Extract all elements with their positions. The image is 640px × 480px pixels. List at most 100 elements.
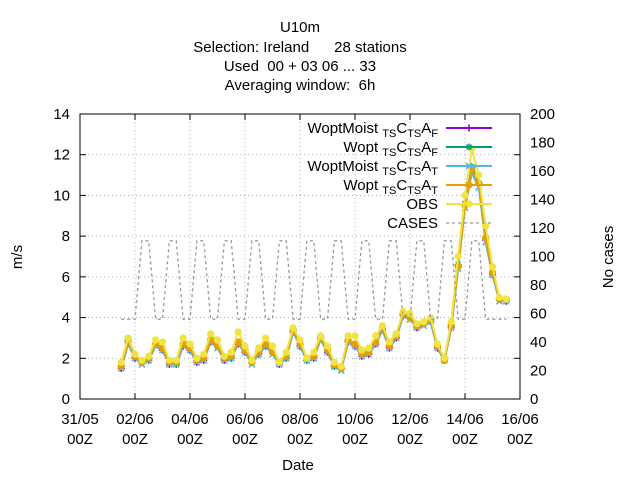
y2-tick-label: 60 [530,306,547,323]
data-point [200,350,208,358]
data-point [282,348,290,356]
y-tick-label: 0 [62,391,70,408]
x-tick-label-time: 00Z [177,431,203,448]
y2-tick-label: 80 [530,277,547,294]
data-point [461,191,469,200]
series-woptmoist-ts-cts-at [117,169,510,375]
data-point [186,340,194,348]
data-point [475,171,483,179]
x-tick-label-date: 08/06 [281,411,319,428]
x-tick-label-date: 06/06 [226,411,264,428]
data-point [227,348,235,356]
y-tick-label: 10 [53,187,70,204]
title-line-4: Averaging window: 6h [225,77,376,94]
data-point [344,332,352,340]
data-point [179,334,187,342]
data-point [220,352,228,360]
x-tick-label-time: 00Z [122,431,148,448]
data-point [433,340,442,348]
x-tick-label-time: 00Z [232,431,258,448]
data-point [303,354,311,362]
y2-tick-label: 100 [530,249,555,266]
data-point [351,340,359,348]
chart-title: U10m Selection: Ireland 28 stations Used… [193,19,406,94]
y2-tick-label: 200 [530,106,555,123]
legend-label: Wopt TSCTSAF [343,139,438,159]
x-tick-label-time: 00Z [507,431,533,448]
legend-label: WoptMoist TSCTSAF [308,120,439,140]
y-tick-label: 8 [62,228,70,245]
legend-entry: WoptMoist TSCTSAT [308,158,492,178]
y-tick-label: 14 [53,106,70,123]
x-tick-label-date: 16/06 [501,411,539,428]
series-wopt-ts-cts-af [117,163,510,372]
series-woptmoist-ts-cts-af [117,167,510,372]
data-point [241,342,249,350]
y2-tick-label: 180 [530,135,555,152]
data-point [495,293,503,301]
series-cases [121,240,507,320]
x-tick-label-date: 31/05 [61,411,99,428]
data-point [296,336,304,344]
y-axis-label: m/s [9,245,26,269]
legend-entry: CASES [387,215,492,232]
y2-tick-label: 140 [530,192,555,209]
data-point [447,318,455,326]
data-point [317,332,325,340]
data-point [158,338,167,346]
series-obs [117,145,510,371]
data-point [365,344,373,352]
title-line-2: Selection: Ireland 28 stations [193,39,406,56]
legend-label: Wopt TSCTSAT [343,177,438,197]
legend-label: OBS [406,196,438,213]
x-tick-label-time: 00Z [397,431,423,448]
x-tick-label-date: 14/06 [446,411,484,428]
data-point [420,318,428,326]
y-tick-label: 12 [53,147,70,164]
x-tick-label-time: 00Z [67,431,93,448]
data-point [131,350,139,358]
data-point [275,358,283,366]
x-tick-label-time: 00Z [342,431,368,448]
data-point [440,354,448,362]
series-line [120,148,507,368]
legend-entry: Wopt TSCTSAT [343,177,492,197]
data-point [262,334,270,342]
data-point [289,324,297,332]
data-point [465,143,473,151]
data-point [399,307,407,316]
data-point [358,346,366,354]
data-point [117,358,125,366]
x-axis-label: Date [282,457,314,474]
title-line-3: Used 00 + 03 06 ... 33 [224,58,376,75]
data-point [482,222,490,230]
data-point [330,358,338,366]
data-point [207,330,215,338]
data-point [454,252,462,261]
data-point [310,348,318,356]
y-tick-label: 6 [62,269,70,286]
x-tick-label-date: 12/06 [391,411,429,428]
y2-axis-label: No cases [600,226,617,289]
y2-tick-label: 0 [530,391,538,408]
y-tick-label: 2 [62,350,70,367]
data-point [152,336,160,344]
data-point [413,320,421,328]
legend-label: WoptMoist TSCTSAT [308,158,439,178]
axes: 0246810121402040608010012014016018020031… [53,106,555,448]
series-group [117,145,510,375]
data-point [234,328,242,336]
data-point [145,352,153,360]
data-point [337,362,345,371]
data-point [268,342,277,350]
data-point [351,332,359,340]
data-point [465,162,473,170]
data-point [193,354,201,362]
y2-tick-label: 120 [530,220,555,237]
data-point [378,322,387,330]
y2-tick-label: 40 [530,334,547,351]
grid [80,114,520,399]
data-point [465,181,473,189]
